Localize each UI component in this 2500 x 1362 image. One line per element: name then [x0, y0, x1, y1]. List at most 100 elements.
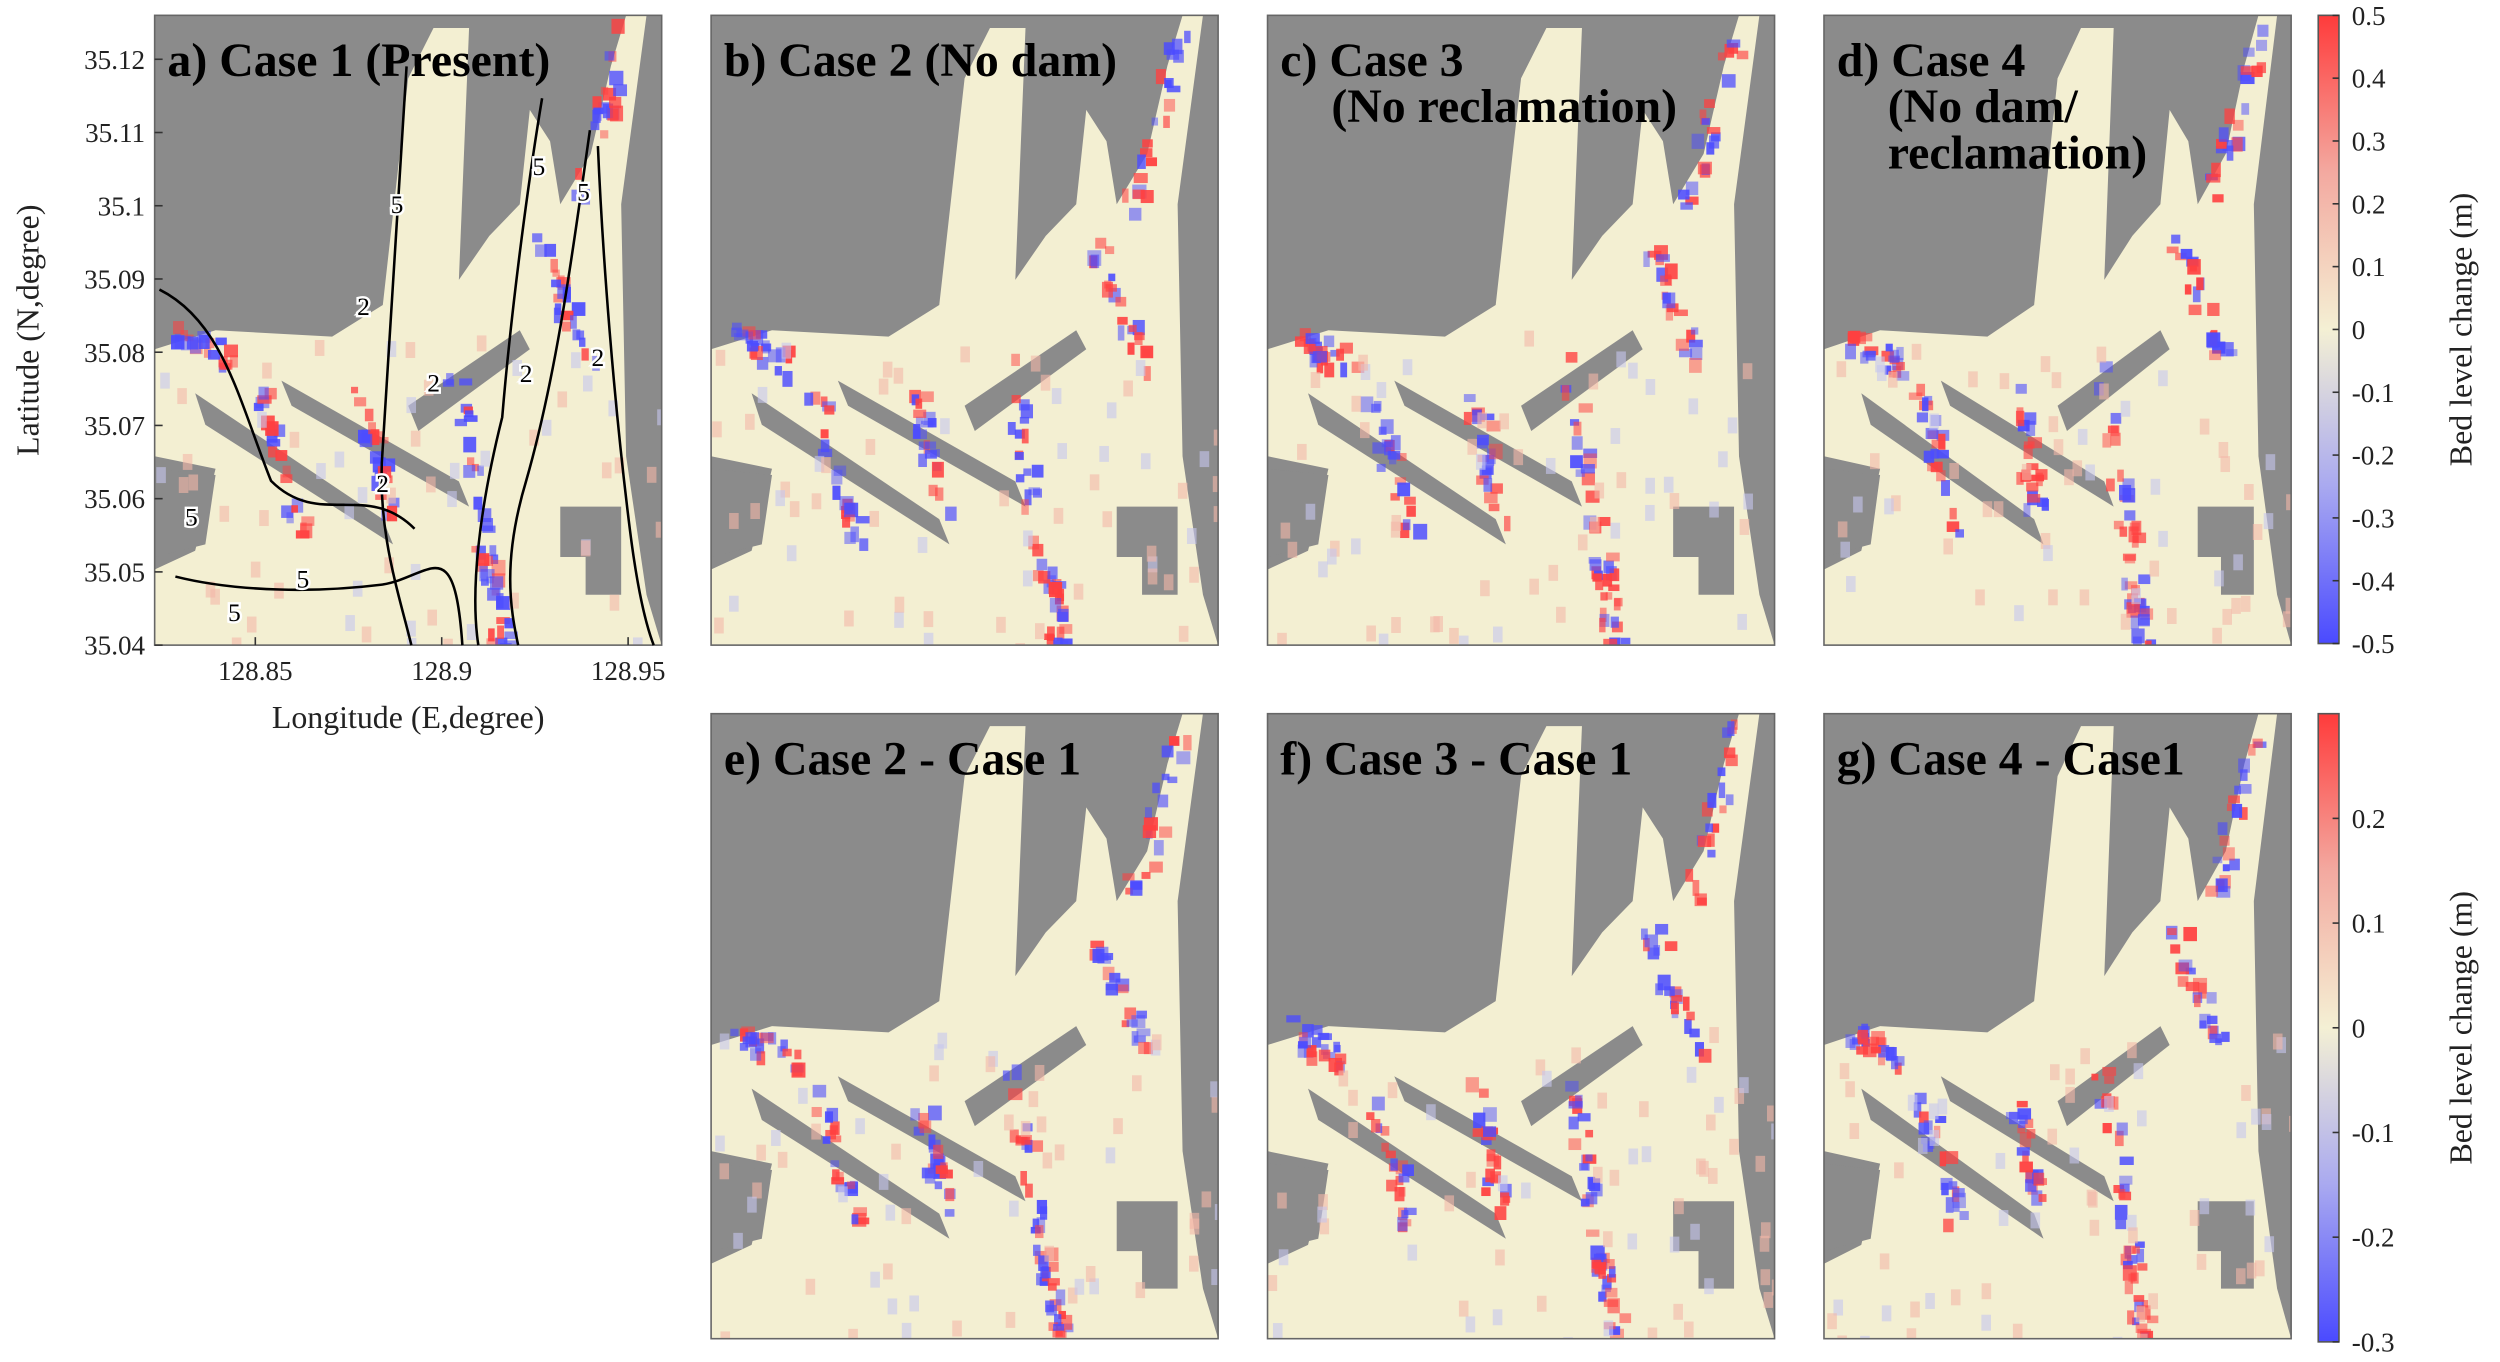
map-cell [1884, 365, 1892, 375]
map-cell [1704, 99, 1715, 108]
map-cell [2170, 944, 2181, 954]
map-cell [2178, 959, 2193, 972]
map-cell [2286, 494, 2292, 511]
map-cell [1140, 453, 1151, 470]
map-cell [1575, 1094, 1583, 1107]
map-cell [921, 1167, 934, 1179]
map-cell [1164, 78, 1174, 89]
map-cell [2069, 1147, 2080, 1164]
map-cell [1213, 506, 1219, 523]
map-cell [929, 1065, 939, 1082]
map-cell [1280, 522, 1291, 539]
map-cell [1324, 362, 1335, 378]
map-cell [934, 1044, 944, 1061]
map-cell [2026, 420, 2036, 436]
map-cell [463, 436, 477, 453]
map-cell [1949, 463, 1959, 479]
map-cell [2043, 545, 2053, 562]
map-cell [480, 450, 491, 467]
map-cell [1483, 478, 1493, 492]
map-cell [258, 386, 269, 400]
map-cell [2143, 652, 2155, 661]
map-cell [887, 1298, 898, 1315]
map-cell [1105, 1147, 1116, 1164]
map-cell [1995, 1152, 2006, 1169]
map-cell [1663, 476, 1674, 493]
contour-label: 5 [297, 565, 310, 594]
map-cell [2026, 482, 2039, 492]
map-cell [1313, 351, 1328, 363]
land-patch [1940, 1076, 2114, 1202]
map-cell [1297, 443, 1307, 460]
map-cell [1674, 1198, 1684, 1215]
map-cell [1147, 556, 1158, 573]
land-patch [711, 468, 773, 557]
map-cell [1117, 325, 1125, 341]
panel-title: e) Case 2 - Case 1 [724, 732, 1081, 785]
map-cell [781, 342, 792, 359]
map-cell [1031, 464, 1044, 478]
map-cell [1002, 1070, 1010, 1081]
map-cell [2149, 560, 2160, 577]
map-cell [406, 397, 417, 414]
map-cell [1575, 469, 1585, 477]
map-cell [2017, 1108, 2032, 1120]
map-cell [609, 96, 622, 109]
map-cell [1401, 1210, 1409, 1219]
map-cell [1463, 411, 1472, 425]
map-cell [729, 512, 739, 529]
map-cell [973, 1160, 984, 1177]
map-cell [1688, 339, 1703, 348]
map-cell [855, 1118, 865, 1135]
map-cell [894, 611, 904, 628]
map-cell [2147, 1315, 2159, 1324]
map-cell [745, 413, 755, 430]
map-cell [2119, 1156, 2134, 1166]
map-cell [1598, 1291, 1607, 1302]
map-cell [1743, 493, 1753, 510]
map-cell [1673, 309, 1688, 317]
map-cell [1466, 1171, 1476, 1188]
map-cell [2014, 605, 2024, 622]
map-cell [756, 356, 769, 370]
map-cell [479, 565, 488, 582]
colorbar-tick-label: -0.3 [2352, 503, 2395, 533]
map-cell [1478, 1088, 1489, 1098]
map-cell [1894, 1062, 1902, 1075]
map-cell [1105, 284, 1117, 292]
map-cell [791, 1062, 806, 1078]
map-cell [842, 515, 851, 528]
map-cell [2110, 432, 2121, 446]
map-cell [609, 594, 620, 611]
map-cell [1136, 1010, 1147, 1019]
map-cell [2118, 1188, 2126, 1199]
map-cell [2132, 532, 2147, 544]
map-cell [1299, 1037, 1312, 1048]
map-cell [1603, 638, 1618, 646]
map-cell [1691, 133, 1705, 149]
map-cell [593, 107, 604, 115]
map-cell [1610, 650, 1624, 659]
map-cell [2207, 1015, 2218, 1025]
map-cell [2077, 428, 2088, 445]
map-cell [1894, 1056, 1905, 1066]
map-cell [1212, 476, 1219, 493]
map-cell [1941, 480, 1950, 496]
map-cell [476, 553, 490, 566]
map-cell [1647, 1327, 1658, 1339]
map-cell [820, 439, 830, 453]
map-cell [1140, 148, 1153, 158]
map-cell [1011, 394, 1021, 404]
map-cell [1645, 379, 1656, 395]
map-cell [384, 557, 394, 574]
map-cell [1085, 1265, 1096, 1282]
map-cell [730, 1028, 739, 1037]
map-cell [1213, 429, 1219, 446]
map-cell [611, 18, 625, 34]
panel-title: (No dam/ [1888, 80, 2079, 133]
map-cell [1865, 351, 1877, 361]
map-cell [1999, 373, 2010, 390]
map-cell [1563, 1337, 1573, 1339]
map-cell [495, 637, 508, 646]
map-cell [1836, 361, 1847, 378]
